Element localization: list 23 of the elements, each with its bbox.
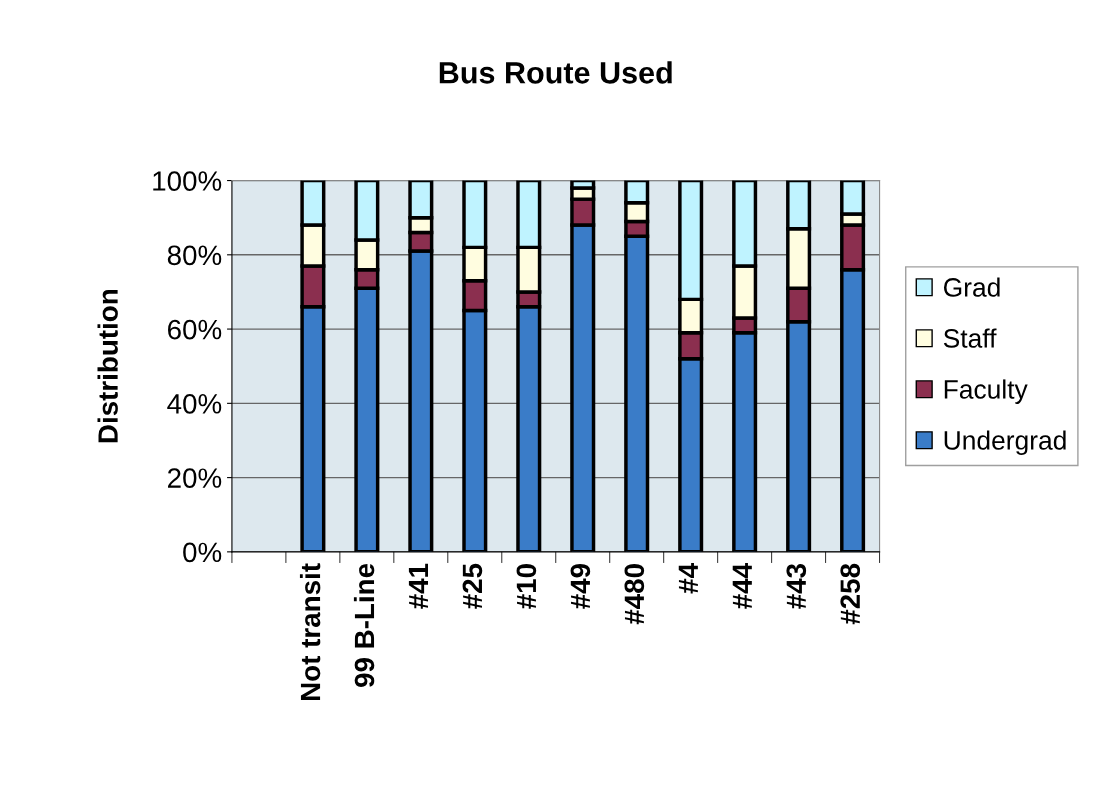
y-axis-title: Distribution [97, 290, 118, 443]
x-tick-label: #44 [732, 563, 752, 609]
y-tick-label: 60% [168, 319, 222, 340]
x-tick-label: #43 [786, 563, 807, 609]
legend-label: Faculty [944, 379, 1028, 404]
y-tick-label: 20% [168, 468, 222, 488]
y-tick-label: 80% [167, 245, 222, 266]
x-tick-label: #4 [678, 563, 698, 594]
x-tick-label: #258 [840, 563, 861, 625]
x-tick-label: 99 B-Line [353, 563, 375, 688]
x-tick-label: #480 [624, 564, 645, 625]
x-tick-label: #25 [462, 563, 483, 609]
y-tick-label: 40% [167, 394, 222, 414]
y-tick-label: 0% [183, 542, 222, 563]
chart-title: Bus Route Used [439, 61, 672, 84]
legend-label: Grad [944, 277, 1000, 297]
x-tick-label: #49 [570, 563, 591, 609]
x-tick-label: #41 [408, 563, 429, 609]
y-tick-label: 100% [153, 171, 222, 191]
x-tick-label: #10 [516, 564, 537, 609]
legend-label: Undergrad [944, 430, 1066, 455]
legend-label: Staff [943, 328, 997, 348]
x-tick-label: Not transit [299, 563, 321, 700]
